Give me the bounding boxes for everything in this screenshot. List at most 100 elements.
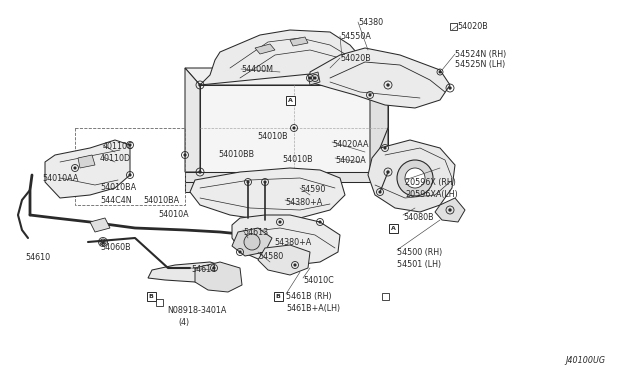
- Bar: [449, 22, 456, 29]
- Text: B: B: [276, 294, 280, 298]
- Circle shape: [439, 71, 441, 73]
- Text: 54380+A: 54380+A: [285, 198, 323, 207]
- Polygon shape: [242, 236, 265, 252]
- Circle shape: [102, 241, 104, 243]
- Text: B: B: [148, 294, 154, 298]
- Circle shape: [293, 127, 295, 129]
- Text: 54010B: 54010B: [282, 155, 312, 164]
- Circle shape: [449, 209, 451, 211]
- Bar: [273, 292, 282, 301]
- Circle shape: [129, 174, 131, 176]
- Text: 54400M: 54400M: [241, 65, 273, 74]
- Circle shape: [213, 267, 215, 269]
- Polygon shape: [185, 68, 388, 85]
- Circle shape: [247, 181, 249, 183]
- Bar: [381, 292, 388, 299]
- Text: 54010BA: 54010BA: [143, 196, 179, 205]
- Polygon shape: [310, 48, 450, 108]
- Polygon shape: [368, 140, 455, 212]
- Circle shape: [319, 221, 321, 223]
- Text: N08918-3401A: N08918-3401A: [167, 306, 227, 315]
- Text: 54010BB: 54010BB: [218, 150, 254, 159]
- Circle shape: [129, 144, 131, 146]
- Text: 54550A: 54550A: [340, 32, 371, 41]
- Polygon shape: [290, 37, 308, 46]
- Text: 54010A: 54010A: [158, 210, 189, 219]
- Text: (4): (4): [178, 318, 189, 327]
- Circle shape: [387, 171, 389, 173]
- Text: 54525N (LH): 54525N (LH): [455, 60, 505, 69]
- Circle shape: [239, 251, 241, 253]
- Polygon shape: [255, 44, 275, 54]
- Text: A: A: [390, 225, 396, 231]
- Polygon shape: [195, 262, 242, 292]
- Circle shape: [74, 167, 76, 169]
- Text: 54614: 54614: [191, 265, 216, 274]
- Text: 54020B: 54020B: [340, 54, 371, 63]
- Text: 5461B+A(LH): 5461B+A(LH): [286, 304, 340, 313]
- Text: 40110D: 40110D: [100, 154, 131, 163]
- Circle shape: [199, 84, 201, 86]
- Text: 54580: 54580: [258, 252, 284, 261]
- Circle shape: [309, 77, 311, 79]
- Text: 54501 (LH): 54501 (LH): [397, 260, 441, 269]
- Text: 5461B (RH): 5461B (RH): [286, 292, 332, 301]
- Circle shape: [314, 77, 316, 79]
- Text: 54020B: 54020B: [457, 22, 488, 31]
- Text: 54524N (RH): 54524N (RH): [455, 50, 506, 59]
- Polygon shape: [45, 140, 130, 198]
- Polygon shape: [200, 85, 388, 172]
- Polygon shape: [90, 218, 110, 232]
- Text: 54060B: 54060B: [100, 243, 131, 252]
- Text: 54010AA: 54010AA: [42, 174, 78, 183]
- Polygon shape: [148, 262, 230, 282]
- Circle shape: [379, 191, 381, 193]
- Text: 54590: 54590: [300, 185, 325, 194]
- Polygon shape: [435, 198, 465, 222]
- Polygon shape: [185, 68, 200, 172]
- Text: 54020A: 54020A: [335, 156, 365, 165]
- Text: 54020AA: 54020AA: [332, 140, 369, 149]
- Text: 40110C: 40110C: [103, 142, 134, 151]
- Text: 54610: 54610: [25, 253, 50, 262]
- Circle shape: [199, 171, 201, 173]
- Text: 54380: 54380: [358, 18, 383, 27]
- Circle shape: [279, 221, 281, 223]
- Text: 20596XA(LH): 20596XA(LH): [405, 190, 458, 199]
- Text: 544C4N: 544C4N: [100, 196, 132, 205]
- Polygon shape: [200, 30, 370, 85]
- Circle shape: [405, 168, 425, 188]
- Text: 54010BA: 54010BA: [100, 183, 136, 192]
- Text: 54010B: 54010B: [257, 132, 287, 141]
- Circle shape: [369, 94, 371, 96]
- Circle shape: [184, 154, 186, 156]
- Text: 54500 (RH): 54500 (RH): [397, 248, 442, 257]
- Circle shape: [397, 160, 433, 196]
- Circle shape: [387, 84, 389, 86]
- Polygon shape: [190, 168, 345, 220]
- Bar: [156, 298, 163, 305]
- Text: 54613: 54613: [243, 228, 268, 237]
- Polygon shape: [232, 215, 340, 265]
- Polygon shape: [370, 68, 388, 172]
- Circle shape: [244, 234, 260, 250]
- Polygon shape: [78, 155, 95, 168]
- Polygon shape: [185, 172, 388, 182]
- Circle shape: [102, 241, 104, 243]
- Circle shape: [449, 87, 451, 89]
- Text: A: A: [287, 97, 292, 103]
- Text: J40100UG: J40100UG: [565, 356, 605, 365]
- Circle shape: [264, 181, 266, 183]
- Bar: [147, 292, 156, 301]
- Text: 54010C: 54010C: [303, 276, 333, 285]
- Text: 54380+A: 54380+A: [274, 238, 311, 247]
- Bar: [285, 96, 294, 105]
- Polygon shape: [232, 228, 272, 256]
- Polygon shape: [185, 182, 200, 192]
- Text: 54080B: 54080B: [403, 213, 434, 222]
- Polygon shape: [308, 72, 320, 85]
- Bar: [388, 224, 397, 232]
- Circle shape: [294, 264, 296, 266]
- Circle shape: [384, 147, 386, 149]
- Polygon shape: [258, 245, 310, 275]
